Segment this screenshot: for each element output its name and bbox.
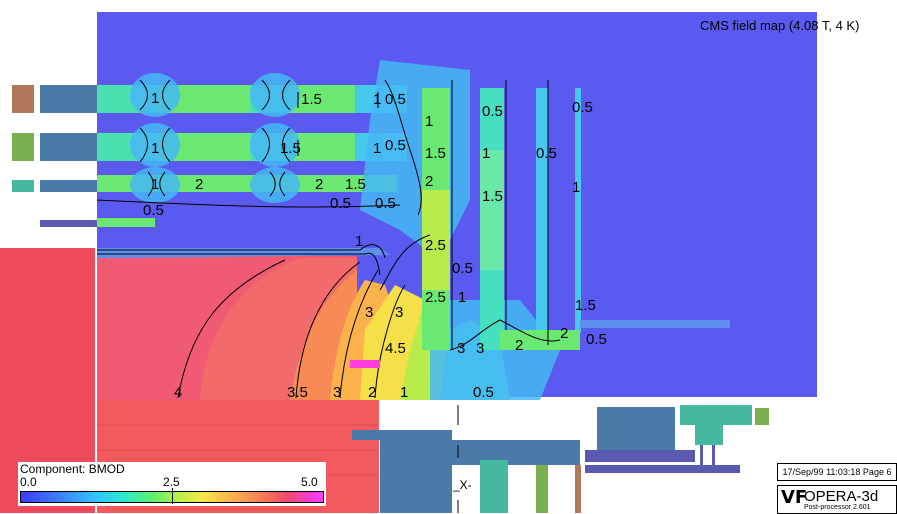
contour-label: 2 bbox=[515, 337, 524, 354]
contour-label: 2 bbox=[195, 176, 204, 193]
contour-label: 4 bbox=[174, 384, 183, 401]
contour-label: 2.5 bbox=[425, 289, 446, 306]
contour-label: 1.5 bbox=[425, 145, 446, 162]
plot-title: CMS field map (4.08 T, 4 K) bbox=[700, 18, 860, 33]
contour-label: 1 bbox=[400, 384, 409, 401]
contour-label: 1 bbox=[151, 90, 160, 107]
logo-product-name: OPERA-3d bbox=[804, 488, 879, 505]
contour-label: 1.5 bbox=[301, 91, 322, 108]
contour-label: 3 bbox=[365, 304, 374, 321]
contour-label: 1.5 bbox=[482, 188, 503, 205]
detector-layer-markers bbox=[12, 85, 380, 368]
contour-label: 1 bbox=[355, 233, 364, 250]
contour-label: 0.5 bbox=[482, 103, 503, 120]
legend-min-value: 0.0 bbox=[20, 475, 37, 489]
contour-label: 0.5 bbox=[385, 91, 406, 108]
contour-label: 0.5 bbox=[536, 145, 557, 162]
contour-label: 0.5 bbox=[143, 202, 164, 219]
contour-label: 2 bbox=[368, 384, 377, 401]
contour-label: 2.5 bbox=[425, 237, 446, 254]
contour-label: 1 bbox=[151, 140, 160, 157]
beam-pipe-stub bbox=[590, 320, 730, 326]
contour-label: 0.5 bbox=[385, 137, 406, 154]
contour-label: 1 bbox=[373, 91, 382, 108]
color-legend: Component: BMOD 0.0 2.5 5.0 bbox=[18, 462, 326, 506]
contour-label: 3.5 bbox=[287, 384, 308, 401]
forward-structures bbox=[352, 405, 769, 513]
legend-max-value: 5.0 bbox=[301, 475, 318, 489]
contour-label: 3 bbox=[476, 340, 485, 357]
contour-label: 1 bbox=[458, 289, 467, 306]
contour-label: 0.5 bbox=[473, 384, 494, 401]
legend-component-label: Component: BMOD bbox=[20, 462, 125, 476]
contour-label: 3 bbox=[457, 340, 466, 357]
contour-label: 1.5 bbox=[575, 297, 596, 314]
timestamp-box: 17/Sep/99 11:03:18 Page 6 bbox=[777, 463, 897, 481]
contour-label: 0.5 bbox=[330, 195, 351, 212]
opera-logo: VF OPERA-3d Post-processor 2.601 bbox=[777, 485, 897, 514]
contour-label: 1 bbox=[482, 145, 491, 162]
contour-lines bbox=[96, 79, 561, 399]
contour-label: 0.5 bbox=[452, 260, 473, 277]
contour-label: 1 bbox=[425, 113, 434, 130]
contour-label: 2 bbox=[560, 325, 569, 342]
contour-label: 1.5 bbox=[280, 140, 301, 157]
contour-label: 3 bbox=[333, 384, 342, 401]
vf-logo-icon: VF bbox=[781, 487, 808, 508]
contour-label: 1 bbox=[572, 179, 581, 196]
contour-label: 0.5 bbox=[586, 331, 607, 348]
contour-label: 4.5 bbox=[385, 340, 406, 357]
contour-label: 1.5 bbox=[345, 176, 366, 193]
contour-label: 0.5 bbox=[375, 195, 396, 212]
axis-fragment-label: _X- bbox=[453, 478, 472, 492]
legend-mid-value: 2.5 bbox=[163, 475, 180, 489]
contour-label: 1 bbox=[373, 140, 382, 157]
cavern-gap bbox=[817, 300, 897, 400]
yoke-left-section bbox=[0, 248, 379, 513]
legend-mid-tick bbox=[172, 488, 173, 504]
contour-label: 2 bbox=[425, 173, 434, 190]
logo-version: Post-processor 2.601 bbox=[804, 504, 871, 511]
contour-label: 3 bbox=[395, 304, 404, 321]
contour-label: 0.5 bbox=[572, 99, 593, 116]
contour-label: 1 bbox=[151, 176, 160, 193]
contour-label: 2 bbox=[315, 176, 324, 193]
